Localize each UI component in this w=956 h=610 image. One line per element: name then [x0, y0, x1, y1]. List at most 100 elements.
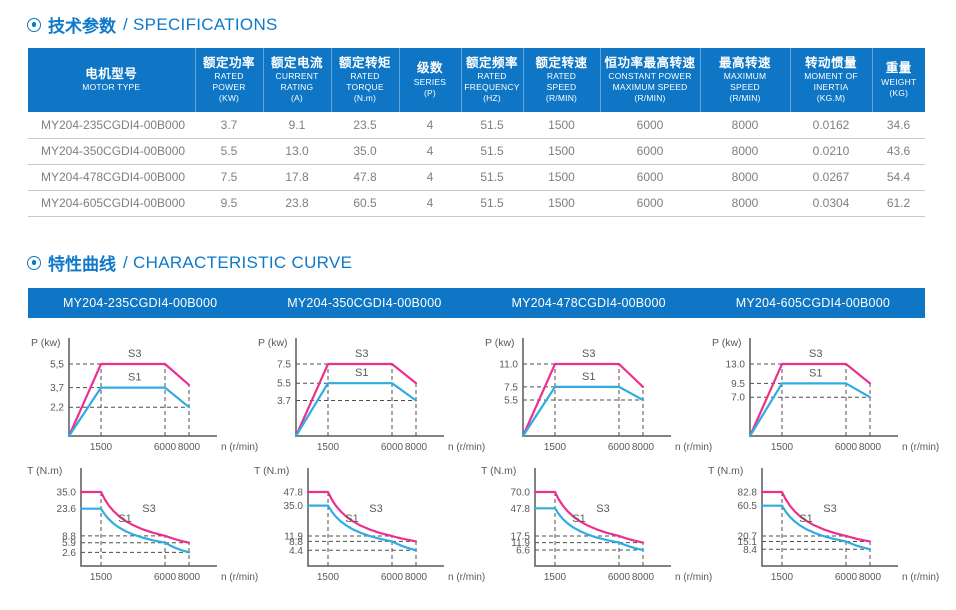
x-tick-label: 1500 [90, 572, 113, 583]
series-label-S1: S1 [345, 513, 358, 525]
value-cell: 60.5 [331, 190, 399, 217]
y-tick-label: 60.5 [738, 501, 758, 512]
value-cell: 43.6 [872, 138, 925, 165]
value-cell: 35.0 [331, 138, 399, 165]
series-label-S3: S3 [128, 348, 141, 360]
x-axis-label: n (r/min) [221, 442, 258, 453]
x-tick-label: 8000 [632, 572, 655, 583]
x-tick-label: 8000 [405, 442, 428, 453]
dashed-guides [296, 363, 417, 436]
series-label-S1: S1 [118, 513, 131, 525]
y-tick-label: 5.9 [62, 538, 76, 549]
value-cell: 4 [399, 112, 461, 139]
value-cell: 0.0304 [790, 190, 872, 217]
y-tick-label: 13.0 [726, 360, 746, 371]
x-axis-label: n (r/min) [902, 572, 939, 583]
series-S1 [294, 382, 418, 438]
axes [761, 468, 898, 567]
y-tick-label: 8.4 [743, 545, 757, 556]
value-cell: 51.5 [461, 190, 523, 217]
value-cell: 7.5 [195, 164, 263, 191]
motor-type-cell: MY204-605CGDI4-00B000 [28, 190, 195, 217]
series-S3 [67, 362, 191, 438]
dashed-guides [69, 363, 190, 436]
value-cell: 6000 [600, 190, 700, 217]
y-axis-label: P (kw) [31, 337, 61, 349]
y-axis-label: P (kw) [485, 337, 515, 349]
value-cell: 8000 [700, 112, 790, 139]
model-bar-item-2: MY204-478CGDI4-00B000 [511, 296, 666, 310]
series-label-S1: S1 [809, 367, 822, 379]
y-tick-label: 70.0 [511, 488, 531, 499]
y-axis-label: T (N.m) [708, 465, 743, 477]
curves-title-en: / CHARACTERISTIC CURVE [123, 252, 353, 272]
series-S1 [67, 386, 191, 438]
specifications-section-title: 技术参数 / SPECIFICATIONS [27, 12, 278, 37]
motor-type-cell: MY204-478CGDI4-00B000 [28, 164, 195, 191]
y-tick-label: 7.5 [277, 360, 291, 371]
y-axis-label: P (kw) [712, 337, 742, 349]
x-tick-label: 1500 [771, 442, 794, 453]
y-axis-label: T (N.m) [254, 465, 289, 477]
value-cell: 51.5 [461, 138, 523, 165]
series-S1 [748, 382, 872, 438]
series-S3 [760, 490, 872, 543]
motor-type-cell: MY204-235CGDI4-00B000 [28, 112, 195, 139]
x-tick-label: 1500 [771, 572, 794, 583]
value-cell: 5.5 [195, 138, 263, 165]
x-tick-label: 6000 [154, 442, 177, 453]
value-cell: 0.0162 [790, 112, 872, 139]
series-label-S1: S1 [799, 513, 812, 525]
circle-dot-icon [27, 255, 41, 270]
y-tick-label: 15.1 [738, 537, 758, 548]
value-cell: 9.1 [263, 112, 331, 139]
y-tick-label: 7.5 [504, 382, 518, 393]
value-cell: 0.0210 [790, 138, 872, 165]
y-tick-label: 7.0 [731, 393, 745, 404]
series-label-S1: S1 [128, 372, 141, 384]
value-cell: 51.5 [461, 112, 523, 139]
column-header-4: 级数 SERIES (P) [398, 48, 461, 112]
column-header-2: 额定电流 CURRENT RATING (A) [262, 48, 331, 112]
series-S1 [306, 504, 418, 552]
value-cell: 13.0 [263, 138, 331, 165]
x-tick-label: 1500 [90, 442, 113, 453]
y-axis-label: T (N.m) [481, 465, 516, 477]
y-tick-label: 2.6 [62, 548, 76, 559]
y-tick-label: 47.8 [511, 504, 531, 515]
curves-section-title: 特性曲线 / CHARACTERISTIC CURVE [27, 250, 352, 275]
y-tick-label: 11.9 [511, 538, 530, 549]
torque-chart-1: S3 S1 35.0 23.6 8.85.92.6 1500 6000 8000 n (r/mi… [27, 465, 258, 583]
series-label-S1: S1 [355, 367, 368, 379]
x-axis-label: n (r/min) [221, 572, 258, 583]
table-row-0: MY204-235CGDI4-00B000 3.7 9.1 23.5 4 51.5 1500… [28, 112, 925, 139]
dashed-guides [535, 492, 644, 566]
y-tick-label: 17.5 [511, 531, 531, 542]
series-label-S3: S3 [369, 503, 382, 515]
power-chart-4: S3 S1 13.0 9.5 7.0 1500 6000 8000 n (r/min) P (kw… [712, 337, 939, 453]
value-cell: 54.4 [872, 164, 925, 191]
torque-chart-2: S3 S1 47.8 35.0 11.98.84.4 1500 6000 8000 n (r/m… [254, 465, 485, 583]
y-tick-label: 23.6 [57, 504, 77, 515]
y-tick-label: 82.8 [738, 488, 758, 499]
value-cell: 4 [399, 190, 461, 217]
y-tick-label: 3.7 [277, 396, 291, 407]
y-tick-label: 35.0 [284, 501, 304, 512]
series-S3 [521, 362, 645, 438]
x-tick-label: 8000 [405, 572, 428, 583]
series-S3 [294, 362, 418, 438]
series-label-S1: S1 [582, 371, 595, 383]
value-cell: 6000 [600, 164, 700, 191]
y-tick-label: 3,7 [50, 383, 64, 394]
x-tick-label: 8000 [178, 572, 201, 583]
model-bar-item-0: MY204-235CGDI4-00B000 [62, 296, 218, 310]
specifications-title-en: / SPECIFICATIONS [123, 14, 278, 34]
value-cell: 1500 [523, 112, 600, 139]
x-tick-label: 8000 [859, 442, 882, 453]
series-S1 [521, 385, 645, 438]
y-tick-label: 6.6 [516, 546, 530, 557]
y-tick-label: 8.8 [62, 531, 76, 542]
motor-type-cell: MY204-350CGDI4-00B000 [28, 138, 195, 165]
value-cell: 6000 [600, 112, 700, 139]
x-tick-label: 1500 [544, 572, 567, 583]
